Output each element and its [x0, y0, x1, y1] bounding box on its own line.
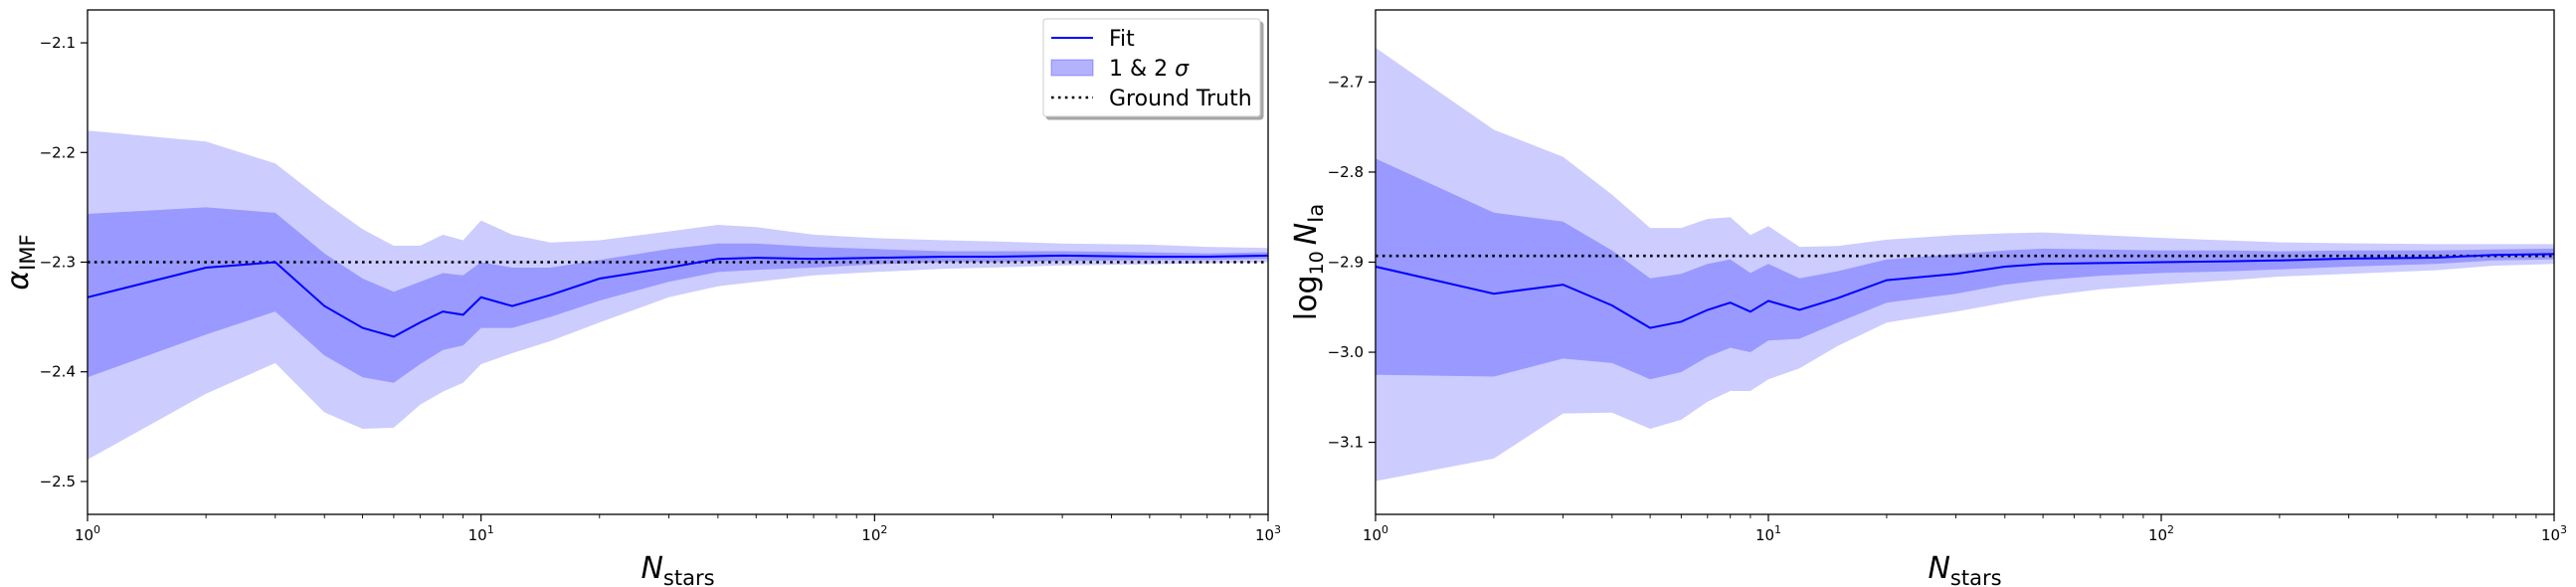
legend-box [1042, 18, 1261, 117]
x-tick-label: 101 [468, 523, 494, 544]
x-tick-label: 103 [1255, 523, 1281, 544]
legend-label: 1 & 2 σ [1109, 57, 1190, 82]
sigma1-band [88, 207, 1268, 383]
y-axis-label: log10 NIa [1289, 204, 1328, 320]
log-nia-panel: 100 101 102 103 −3.1 −3.0 −2.9 −2.8 −2.7 Nstars lo… [1289, 9, 2567, 587]
x-axis-label: Nstars [641, 551, 714, 587]
alpha-imf-panel: 100 101 102 103 −2.5 −2.4 −2.3 −2.2 −2.1 Nstars αI… [1, 9, 1281, 587]
sigma2-band [88, 130, 1268, 460]
legend-label: Fit [1109, 27, 1135, 52]
fit-line [1375, 253, 2555, 329]
y-tick-label: −3.1 [1328, 434, 1364, 452]
y-tick-label: −2.9 [1328, 254, 1364, 272]
y-tick-label: −2.2 [40, 143, 76, 161]
y-tick-label: −2.5 [40, 473, 76, 490]
x-tick-label: 100 [75, 523, 100, 544]
x-axis-label: Nstars [1928, 551, 2001, 587]
y-tick-label: −2.3 [40, 254, 76, 272]
legend: Fit 1 & 2 σ Ground Truth [1042, 18, 1261, 117]
x-tick-label: 101 [1755, 523, 1781, 544]
fit-line [87, 254, 1269, 338]
sigma2-band [1376, 48, 2554, 482]
x-tick-label: 103 [2541, 523, 2567, 544]
y-tick-label: −2.8 [1328, 163, 1364, 181]
legend-band-swatch [1050, 59, 1094, 77]
x-tick-label: 100 [1363, 523, 1388, 544]
y-tick-label: −2.4 [40, 363, 76, 381]
y-axis-label: αIMF [1, 234, 40, 290]
y-tick-label: −3.0 [1328, 343, 1364, 361]
x-tick-label: 102 [861, 523, 887, 544]
y-tick-label: −2.7 [1328, 73, 1364, 91]
y-tick-label: −2.1 [40, 34, 76, 52]
x-tick-label: 102 [2148, 523, 2174, 544]
legend-label: Ground Truth [1109, 87, 1252, 111]
